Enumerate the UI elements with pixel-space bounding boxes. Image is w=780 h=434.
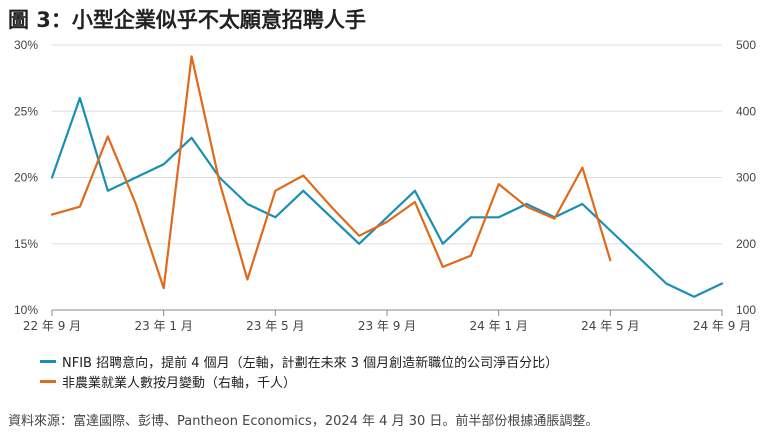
axes: 10% 100 15% 200 20% 300 25% 400 30% 500 22 年 9 月 23… — [14, 38, 756, 333]
x-tick-label: 24 年 9 月 — [693, 319, 751, 333]
x-tick-label: 23 年 5 月 — [246, 319, 304, 333]
legend-item-payrolls: 非農業就業人數按月變動（右軸，千人） — [40, 371, 558, 391]
series-line-nfib — [50, 96, 724, 298]
legend-swatch-nfib — [40, 359, 56, 363]
chart-title: 圖 3：小型企業似乎不太願意招聘人手 — [8, 8, 366, 32]
legend-swatch-payrolls — [40, 379, 56, 383]
right-tick-label: 500 — [736, 38, 756, 52]
source-note: 資料來源：富達國際、彭博、Pantheon Economics，2024 年 4… — [8, 414, 599, 429]
left-tick-label: 15% — [14, 237, 38, 251]
left-tick-label: 10% — [14, 303, 38, 317]
right-tick-label: 300 — [736, 171, 756, 185]
left-tick-label: 20% — [14, 171, 38, 185]
x-tick-label: 23 年 1 月 — [134, 319, 192, 333]
series-line-payrolls — [50, 55, 612, 290]
right-tick-label: 200 — [736, 237, 756, 251]
left-tick-label: 30% — [14, 38, 38, 52]
legend-label-payrolls: 非農業就業人數按月變動（右軸，千人） — [62, 375, 297, 391]
x-tick-label: 22 年 9 月 — [23, 319, 81, 333]
legend-item-nfib: NFIB 招聘意向，提前 4 個月（左軸，計劃在未來 3 個月創造新職位的公司淨… — [40, 351, 558, 371]
grid-lines — [52, 44, 722, 311]
x-tick-label: 23 年 9 月 — [358, 319, 416, 333]
x-tick-label: 24 年 1 月 — [469, 319, 527, 333]
x-tick-label: 24 年 5 月 — [581, 319, 639, 333]
data-series — [50, 55, 724, 298]
right-tick-label: 100 — [736, 303, 756, 317]
right-tick-label: 400 — [736, 104, 756, 118]
legend-label-nfib: NFIB 招聘意向，提前 4 個月（左軸，計劃在未來 3 個月創造新職位的公司淨… — [62, 355, 559, 371]
legend: NFIB 招聘意向，提前 4 個月（左軸，計劃在未來 3 個月創造新職位的公司淨… — [40, 351, 558, 391]
left-tick-label: 25% — [14, 104, 38, 118]
